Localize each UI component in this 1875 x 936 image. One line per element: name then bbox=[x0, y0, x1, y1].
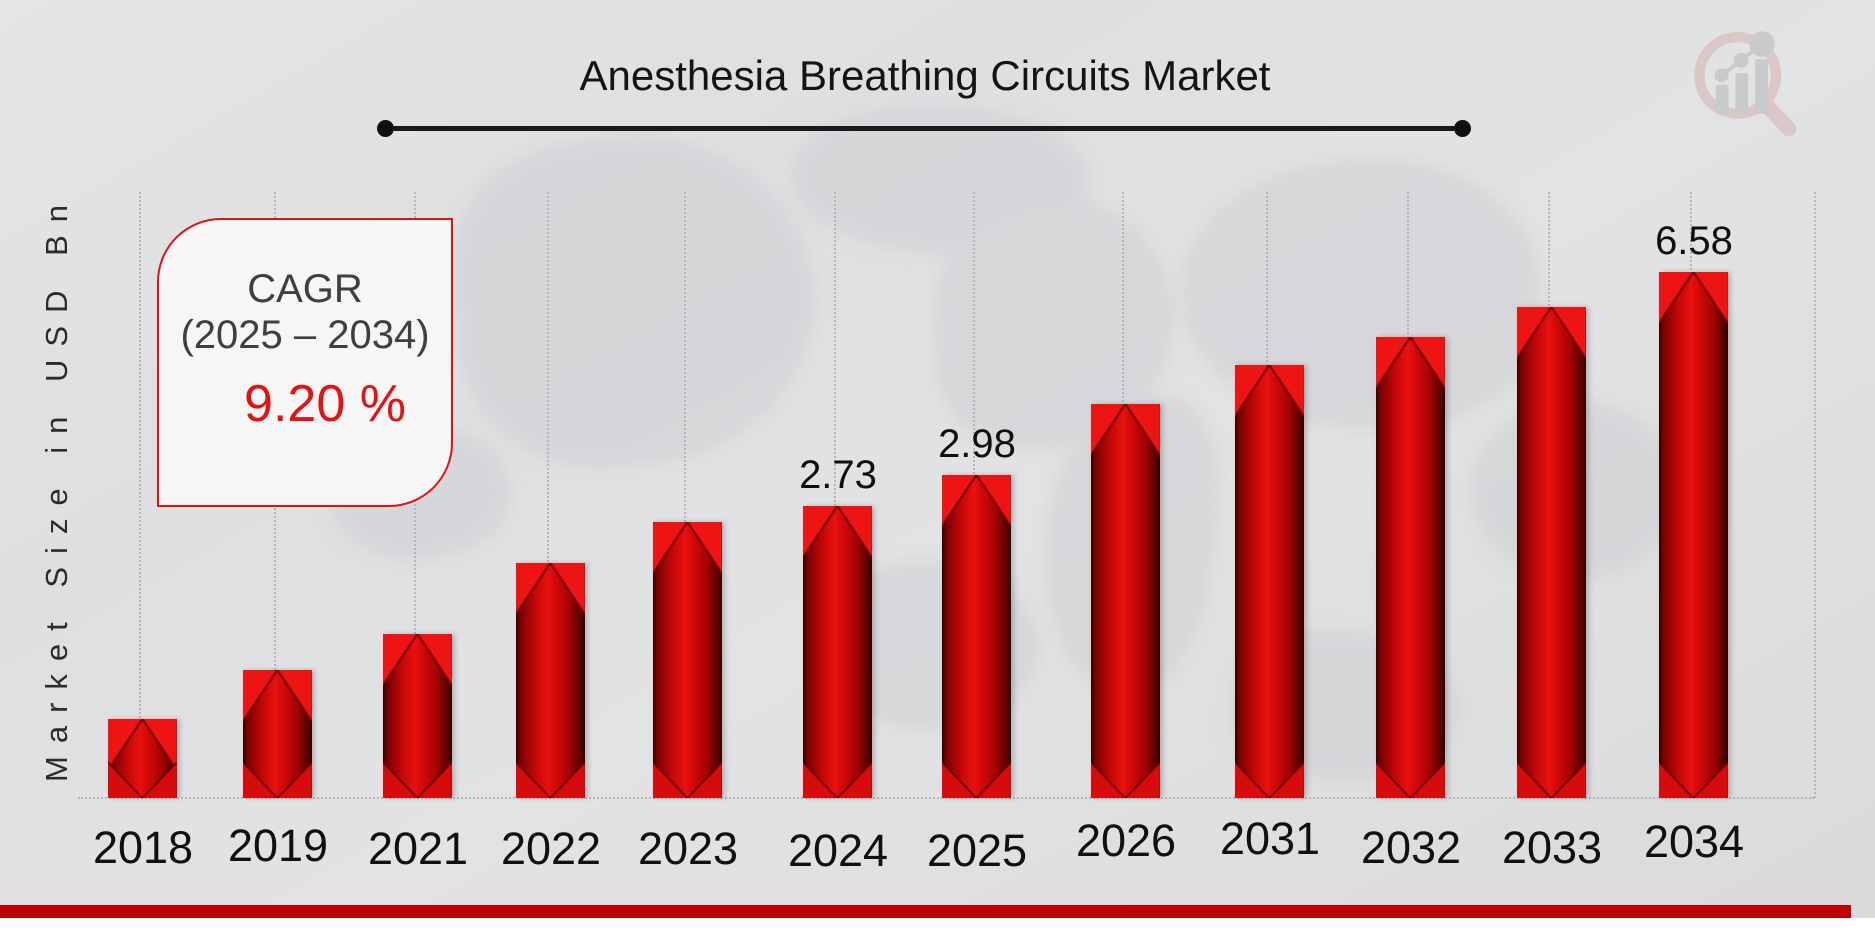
cagr-period: (2025 – 2034) bbox=[180, 313, 430, 357]
title-underline bbox=[377, 120, 1471, 137]
gridline bbox=[547, 192, 549, 798]
x-axis-label: 2021 bbox=[367, 823, 469, 874]
bar-2024 bbox=[803, 506, 872, 798]
x-axis-label: 2022 bbox=[500, 823, 602, 874]
magnifier-bar-chart-logo-icon bbox=[1694, 31, 1797, 137]
bar-2019 bbox=[243, 670, 312, 798]
map-blob bbox=[1171, 147, 1549, 443]
bar-2021 bbox=[383, 634, 452, 798]
bar-2034 bbox=[1659, 272, 1728, 798]
map-blob bbox=[436, 114, 834, 486]
bar-2023 bbox=[653, 522, 722, 798]
x-axis-label: 2024 bbox=[787, 825, 889, 876]
cagr-title: CAGR bbox=[247, 267, 363, 311]
bar-value-label: 2.98 bbox=[938, 422, 1016, 466]
bar-2026 bbox=[1091, 404, 1160, 798]
x-axis-label: 2033 bbox=[1501, 822, 1603, 873]
y-axis-label: Market Size in USD Bn bbox=[39, 192, 74, 782]
bar-2018 bbox=[108, 719, 177, 798]
bar-value-label: 6.58 bbox=[1655, 219, 1733, 263]
x-axis-label: 2026 bbox=[1075, 815, 1177, 866]
x-axis-label: 2023 bbox=[637, 823, 739, 874]
x-axis-baseline bbox=[78, 797, 1814, 799]
x-axis-label: 2018 bbox=[92, 822, 194, 873]
cagr-callout-box: CAGR (2025 – 2034) 9.20 % bbox=[157, 218, 453, 507]
bar-2022 bbox=[516, 563, 585, 798]
footer-margin bbox=[0, 918, 1875, 936]
chart-title: Anesthesia Breathing Circuits Market bbox=[579, 52, 1271, 99]
cagr-value: 9.20 % bbox=[244, 375, 406, 433]
gridline bbox=[139, 192, 141, 798]
gridline bbox=[684, 192, 686, 798]
bar-2033 bbox=[1517, 307, 1586, 798]
x-axis-label: 2019 bbox=[227, 820, 329, 871]
x-axis-label: 2025 bbox=[926, 825, 1028, 876]
line-end-dot-left bbox=[377, 120, 394, 137]
x-axis-label: 2032 bbox=[1360, 822, 1462, 873]
gridline bbox=[834, 192, 836, 798]
gridline-right-edge bbox=[1814, 192, 1816, 798]
x-axis-label: 2031 bbox=[1219, 813, 1321, 864]
x-axis-label: 2034 bbox=[1643, 816, 1745, 867]
footer-accent-strip bbox=[0, 905, 1851, 918]
map-blob bbox=[785, 94, 1095, 266]
bar-2031 bbox=[1235, 365, 1304, 798]
bar-2025 bbox=[942, 475, 1011, 798]
bar-2032 bbox=[1376, 337, 1445, 798]
line-end-dot-right bbox=[1454, 120, 1471, 137]
